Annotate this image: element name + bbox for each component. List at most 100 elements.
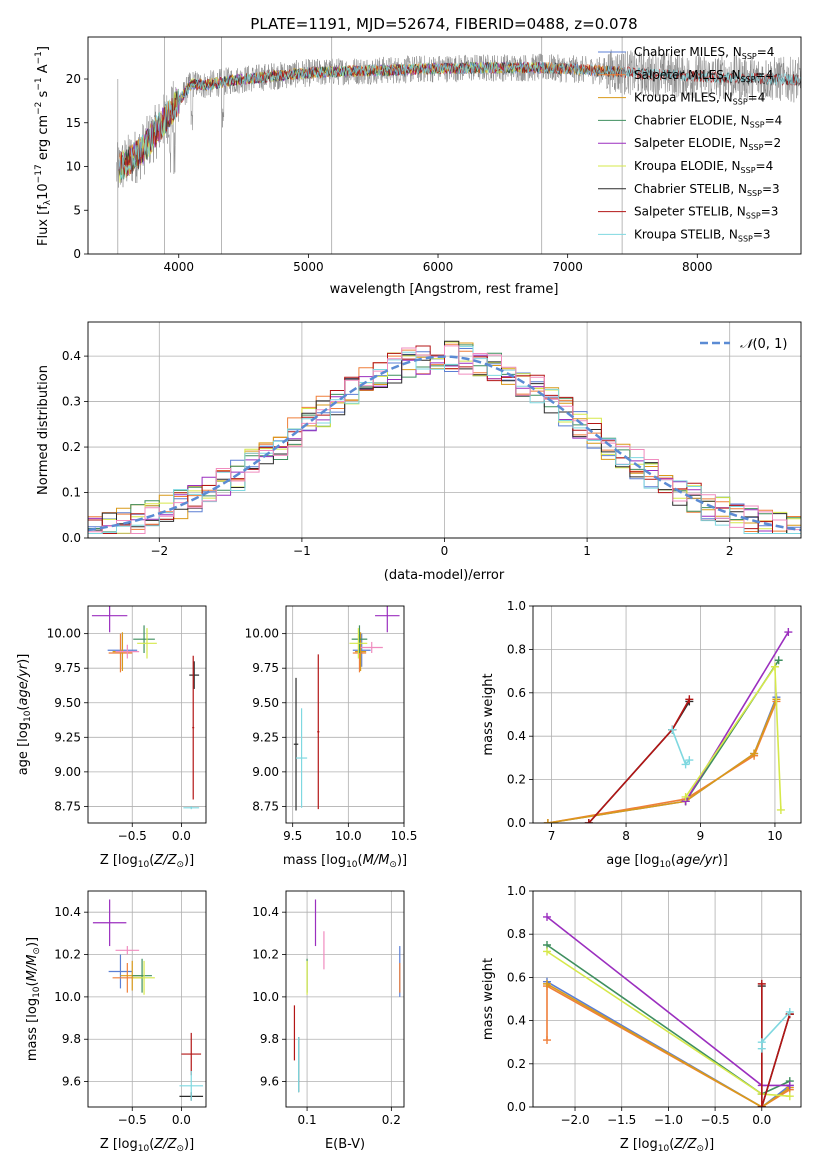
label-part: mass [log xyxy=(283,853,346,868)
y-tick-label: 0.4 xyxy=(507,1014,526,1028)
label-part: 10 xyxy=(23,710,33,722)
mass-weight-marker xyxy=(543,947,552,956)
mass-weight-marker xyxy=(543,819,552,823)
figure-title: PLATE=1191, MJD=52674, FIBERID=0488, z=0… xyxy=(250,15,637,33)
label-part: ( xyxy=(25,981,40,986)
mass-weight-marker xyxy=(784,628,793,637)
axes-frame xyxy=(87,321,802,539)
label-part: ⊙ xyxy=(176,860,184,870)
legend-subscript: SSP xyxy=(750,120,765,129)
label-part: age/yr xyxy=(676,853,719,868)
legend-value: =3 xyxy=(762,182,780,196)
x-tick-label: 7000 xyxy=(552,260,583,274)
axes-frame xyxy=(285,890,405,1108)
mass-weight-line xyxy=(588,698,690,823)
mass-weight-line xyxy=(546,983,791,1107)
error-bar-point xyxy=(115,946,140,955)
plot-area xyxy=(543,912,794,1107)
grid-lines xyxy=(286,891,404,1107)
error-bar-point xyxy=(108,954,133,989)
ticks: 0.1 0.2 9.6 9.8 10.0 10.2 10.4 xyxy=(252,905,401,1127)
legend-text: Kroupa MILES, N xyxy=(634,91,733,105)
x-tick-label: 10 xyxy=(767,829,782,843)
mass-weight-marker xyxy=(785,1081,794,1090)
model-spectrum-line xyxy=(118,61,801,179)
mass-weight-marker xyxy=(685,756,694,765)
error-bar-point xyxy=(179,1071,204,1101)
x-tick-label: 4000 xyxy=(163,260,194,274)
axes-frame xyxy=(87,36,802,255)
x-tick-label: −1.5 xyxy=(607,1113,636,1127)
axes-frame xyxy=(87,605,207,824)
legend-subscript: SSP xyxy=(741,166,756,175)
grid-lines xyxy=(533,605,801,824)
y-tick-label: 9.50 xyxy=(252,696,279,710)
label-part: Z [log xyxy=(100,1137,138,1152)
x-tick-label: −1 xyxy=(293,544,311,558)
ticks: 4000 5000 6000 7000 8000 0 5 10 15 20 xyxy=(66,72,713,274)
y-tick-label: 10.2 xyxy=(54,948,81,962)
legend-label: Chabrier MILES, NSSP=4 xyxy=(634,45,774,61)
axes-frame xyxy=(532,605,802,824)
label-part: 10 xyxy=(138,1144,150,1154)
mass-weight-marker xyxy=(770,662,779,671)
plot-area xyxy=(543,628,793,823)
y-tick-label: 10 xyxy=(66,160,81,174)
label-part: Z/Z xyxy=(153,853,177,868)
y-tick-label: 0.2 xyxy=(62,440,81,454)
label-part: )] xyxy=(25,937,40,947)
y-tick-label: 0.2 xyxy=(507,1057,526,1071)
y-tick-label: 8.75 xyxy=(54,799,81,813)
error-bar-point xyxy=(189,661,200,689)
plot-area xyxy=(92,899,204,1101)
legend-label: Salpeter ELODIE, NSSP=2 xyxy=(634,136,781,152)
ticks: −2.0 −1.5 −1.0 −0.5 0.0 0.0 0.2 0.4 0.6 0.8 1.0 xyxy=(507,884,771,1127)
legend-subscript: SSP xyxy=(741,75,756,84)
y-tick-label: 10.4 xyxy=(252,905,279,919)
grid-lines xyxy=(88,606,206,823)
error-bar-point xyxy=(349,628,368,659)
label-part: 10 xyxy=(658,1144,670,1154)
error-bar-point xyxy=(92,899,127,947)
legend-text: (0, 1) xyxy=(752,337,787,352)
label-part: ( xyxy=(671,853,676,868)
legend-value: =4 xyxy=(757,45,775,59)
x-tick-label: 1 xyxy=(583,544,591,558)
y-tick-label: 0.0 xyxy=(507,816,526,830)
error-bar-point xyxy=(296,708,308,808)
grid-lines xyxy=(88,891,206,1107)
label-part: mass [log xyxy=(25,998,40,1061)
error-bar-point xyxy=(133,960,155,995)
legend-value: =3 xyxy=(761,205,779,219)
y-tick-label: 0.6 xyxy=(507,970,526,984)
legend-value: =4 xyxy=(765,113,783,127)
label-part: −1 xyxy=(34,51,44,64)
plot-area xyxy=(116,37,801,254)
error-bar-point xyxy=(132,958,152,993)
mass-weight-line xyxy=(546,984,791,1107)
error-bar-point xyxy=(108,633,133,673)
y-axis-label: Normed distribution xyxy=(36,365,51,495)
mass-weight-vs-metallicity-panel: −2.0 −1.5 −1.0 −0.5 0.0 0.0 0.2 0.4 0.6 0.8 1.0 Z [… xyxy=(481,884,802,1154)
label-part: s xyxy=(36,90,51,101)
mass-weight-marker xyxy=(774,656,783,665)
legend-value: =4 xyxy=(756,68,774,82)
x-axis-label: Z [log10(Z/Z⊙)] xyxy=(100,1137,194,1154)
legend-label: 𝒩(0, 1) xyxy=(740,337,787,352)
y-axis-label: Flux [fλ10−17 erg cm−2 s−1 A−1] xyxy=(34,46,53,246)
x-axis-label: age [log10(age/yr)] xyxy=(606,853,728,870)
error-bar-point xyxy=(375,606,400,633)
mass-weight-marker xyxy=(757,979,766,988)
x-tick-label: 0.2 xyxy=(382,1113,401,1127)
label-part: ( xyxy=(149,1137,154,1152)
residual-histogram-line xyxy=(88,345,801,534)
x-tick-label: 5000 xyxy=(293,260,324,274)
y-tick-label: 0.8 xyxy=(507,642,526,656)
label-part: Z/Z xyxy=(673,1137,697,1152)
mass-weight-marker xyxy=(785,1007,794,1016)
y-axis-label: mass weight xyxy=(481,673,496,755)
plot-area xyxy=(91,606,200,810)
